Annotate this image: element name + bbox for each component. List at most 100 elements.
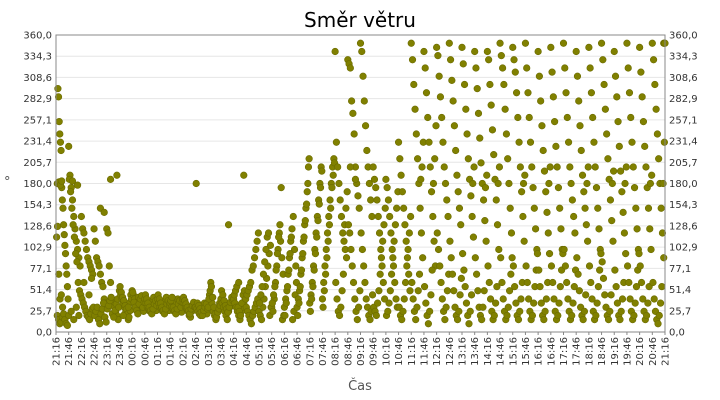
data-point	[338, 287, 346, 295]
data-point	[106, 278, 115, 287]
data-point	[393, 204, 401, 212]
data-point	[358, 245, 367, 254]
data-point	[116, 283, 124, 291]
data-point	[363, 146, 371, 155]
data-point	[444, 212, 452, 221]
data-point	[454, 188, 462, 196]
data-point	[348, 262, 356, 270]
data-point	[550, 295, 558, 303]
data-point	[417, 229, 426, 237]
data-point	[495, 163, 504, 171]
data-point	[595, 225, 603, 233]
data-point	[615, 142, 623, 150]
data-point	[100, 208, 108, 216]
data-point	[479, 303, 487, 311]
data-point	[639, 295, 647, 303]
data-point	[542, 188, 550, 196]
data-point	[472, 270, 481, 278]
data-point	[474, 109, 483, 117]
x-tick-label: 19:16	[610, 337, 621, 366]
data-point	[524, 89, 532, 97]
data-point	[344, 221, 353, 229]
data-point	[59, 204, 67, 212]
data-point	[530, 299, 538, 307]
x-tick-label: 16:46	[546, 337, 557, 366]
x-tick-label: 08:16	[331, 337, 342, 366]
data-point	[570, 283, 578, 291]
data-point	[403, 262, 411, 270]
data-point	[401, 278, 410, 287]
data-point	[91, 237, 99, 245]
data-point	[598, 258, 606, 266]
data-point	[469, 179, 477, 188]
data-point	[594, 283, 602, 291]
data-point	[541, 307, 549, 315]
data-point	[577, 146, 585, 155]
data-point	[387, 229, 395, 237]
data-point	[433, 229, 441, 237]
data-point	[257, 291, 265, 299]
data-point	[408, 56, 417, 64]
data-point	[514, 316, 523, 324]
data-point	[386, 212, 394, 221]
data-point	[65, 142, 73, 150]
data-point	[105, 262, 113, 270]
data-point	[303, 188, 311, 196]
data-point	[373, 196, 381, 204]
data-point	[515, 138, 523, 146]
data-point	[492, 299, 500, 307]
data-point	[433, 43, 441, 51]
data-point	[311, 250, 320, 258]
data-point	[342, 254, 351, 262]
data-point	[511, 283, 519, 291]
data-point	[324, 237, 332, 245]
data-point	[504, 303, 512, 311]
data-point	[637, 68, 645, 76]
data-point	[252, 245, 260, 254]
data-point	[273, 250, 282, 258]
data-point	[616, 167, 625, 175]
data-point	[325, 221, 334, 229]
data-point	[337, 303, 345, 311]
data-point	[353, 316, 361, 324]
data-point	[99, 283, 107, 291]
data-point	[510, 56, 518, 64]
y-tick-label-right: 25,7	[669, 306, 691, 317]
data-point	[490, 311, 498, 320]
x-tick-label: 13:46	[470, 337, 481, 366]
x-tick-label: 21:16	[52, 337, 63, 366]
data-point	[557, 225, 565, 233]
data-point	[636, 262, 644, 270]
data-point	[472, 64, 480, 72]
data-point	[333, 295, 341, 303]
data-point	[276, 221, 284, 229]
data-point	[458, 43, 466, 51]
data-point	[497, 52, 505, 60]
data-point	[611, 72, 620, 80]
data-point	[459, 250, 467, 258]
data-point	[398, 316, 406, 324]
data-point	[482, 237, 490, 245]
data-point	[654, 320, 662, 328]
data-point	[134, 310, 142, 318]
data-point	[618, 188, 626, 196]
data-point	[404, 245, 412, 254]
data-point	[398, 188, 406, 196]
data-point	[521, 171, 529, 179]
data-point	[346, 64, 354, 72]
data-point	[58, 196, 66, 204]
data-point	[600, 80, 608, 89]
data-point	[417, 175, 425, 183]
x-tick-label: 06:16	[280, 337, 291, 366]
data-point	[582, 221, 590, 229]
data-point	[448, 270, 457, 278]
data-point	[460, 80, 469, 89]
data-point	[53, 222, 62, 230]
x-tick-label: 00:16	[128, 337, 139, 366]
x-tick-label: 04:46	[242, 337, 253, 366]
data-point	[282, 299, 290, 307]
data-point	[474, 287, 482, 295]
data-point	[70, 316, 78, 324]
x-tick-label: 02:46	[191, 337, 202, 366]
data-point	[505, 287, 514, 295]
